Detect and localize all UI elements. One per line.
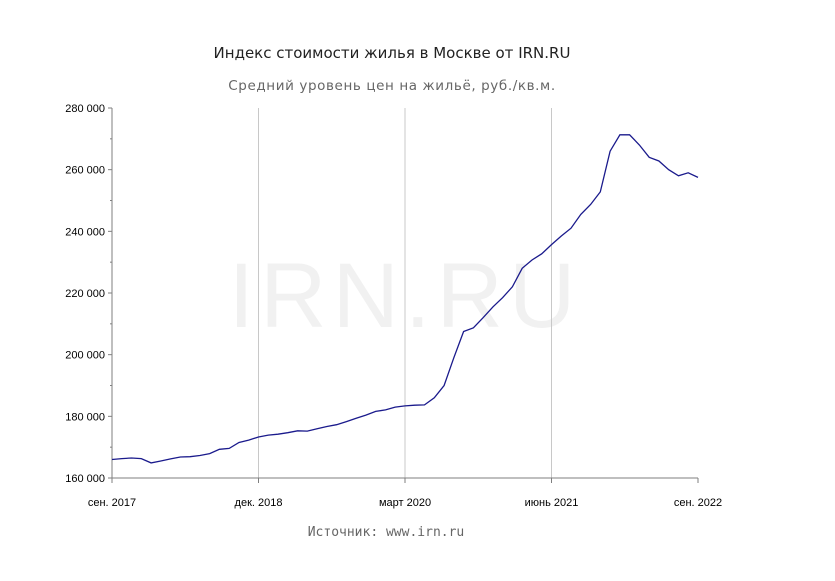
chart-subtitle: Средний уровень цен на жильё, руб./кв.м.	[228, 78, 555, 94]
x-tick-label: сен. 2017	[88, 497, 136, 509]
x-tick-label: март 2020	[379, 497, 431, 509]
y-tick-label: 240 000	[65, 226, 105, 238]
y-tick-label: 180 000	[65, 411, 105, 423]
x-tick-label: дек. 2018	[235, 497, 283, 509]
y-tick-label: 200 000	[65, 350, 105, 362]
x-tick-label: сен. 2022	[674, 497, 722, 509]
y-axis-ticks: 160 000 180 000 200 000 220 000 240 000 260 0…	[65, 103, 112, 485]
y-tick-label: 220 000	[65, 288, 105, 300]
grid-lines	[258, 108, 552, 478]
x-tick-label: июнь 2021	[525, 497, 579, 509]
chart-watermark: IRN.RU	[229, 245, 582, 347]
y-tick-label: 260 000	[65, 165, 105, 177]
source-note: Источник: www.irn.ru	[308, 525, 465, 540]
chart-title: Индекс стоимости жилья в Москве от IRN.R…	[214, 44, 571, 62]
x-axis-ticks: сен. 2017 дек. 2018 март 2020 июнь 2021 сен.…	[88, 478, 722, 509]
series-line	[111, 134, 699, 464]
y-tick-label: 160 000	[65, 473, 105, 485]
y-tick-label: 280 000	[65, 103, 105, 115]
